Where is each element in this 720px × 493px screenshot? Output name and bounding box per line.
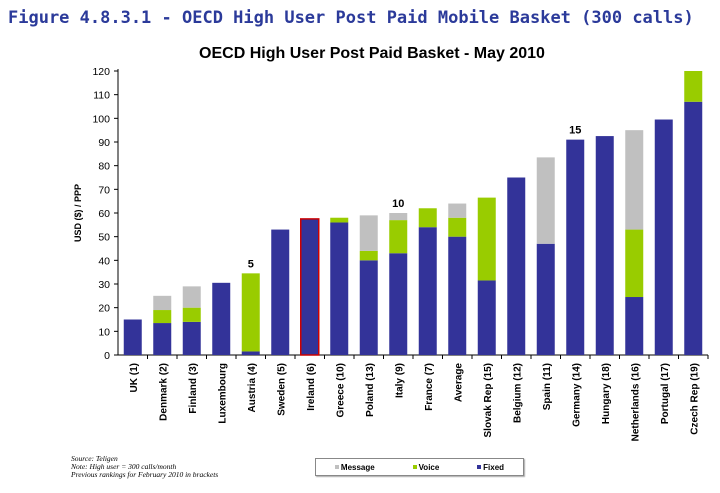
x-tick-label: Sweden (5) (276, 363, 287, 416)
legend-swatch (334, 465, 339, 470)
y-tick-label: 90 (98, 137, 110, 149)
bar-message (536, 157, 555, 244)
bar-voice (448, 217, 467, 237)
high-user-note: Note: High user = 300 calls/month (71, 462, 177, 471)
x-tick-label: Spain (11) (542, 363, 553, 410)
bar-fixed (448, 236, 467, 355)
y-tick-label: 10 (98, 326, 110, 338)
bar-voice (477, 197, 496, 281)
bar-fixed (625, 297, 644, 355)
legend-item-fixed: Fixed (477, 463, 504, 472)
x-tick-label: Denmark (2) (158, 363, 169, 421)
x-tick-label: Ireland (6) (306, 363, 317, 411)
y-tick-label: 80 (98, 161, 110, 173)
y-tick-label: 40 (98, 255, 110, 267)
bar-fixed (654, 119, 673, 356)
rank-annotation: 15 (569, 125, 581, 137)
bar-voice (359, 250, 378, 261)
y-tick-label: 60 (98, 208, 110, 220)
bar-voice (241, 273, 260, 352)
x-tick-label: Average (453, 363, 464, 403)
bar-fixed (507, 177, 526, 355)
source-note: Source: Teligen (71, 454, 118, 463)
bar-fixed (153, 323, 172, 355)
bar-fixed (330, 222, 349, 355)
bar-fixed (536, 243, 555, 355)
bar-fixed (241, 351, 260, 355)
y-tick-label: 110 (93, 90, 110, 102)
bar-message (448, 203, 467, 218)
y-tick-label: 70 (98, 184, 110, 196)
legend-swatch (477, 465, 482, 470)
bar-message (389, 213, 408, 221)
legend-label: Voice (418, 462, 440, 472)
bar-voice (389, 220, 408, 254)
ranking-note: Previous rankings for February 2010 in b… (71, 470, 219, 479)
bar-message (359, 215, 378, 251)
bar-fixed (182, 321, 201, 355)
chart-title: OECD High User Post Paid Basket - May 20… (199, 45, 545, 62)
bar-fixed (684, 101, 703, 356)
bar-fixed (389, 253, 408, 355)
x-tick-label: Finland (3) (188, 363, 199, 414)
y-axis-label: USD ($) / PPP (73, 184, 83, 242)
x-tick-label: Austria (4) (247, 363, 258, 412)
legend-label: Message (340, 462, 375, 472)
x-tick-label: Poland (13) (365, 363, 376, 417)
bar-fixed (477, 280, 496, 355)
y-tick-label: 0 (104, 350, 110, 362)
bar-voice (182, 307, 201, 322)
chart-notes: Source: Teligen Note: High user = 300 ca… (71, 455, 218, 479)
x-tick-label: Slovak Rep (15) (483, 363, 494, 437)
bar-fixed (212, 282, 231, 355)
x-tick-label: Germany (14) (571, 363, 582, 427)
y-tick-label: 100 (92, 113, 110, 125)
bar-message (625, 130, 644, 230)
x-tick-label: Luxembourg (217, 363, 228, 424)
chart-legend: Message Voice Fixed (315, 458, 524, 476)
legend-swatch (412, 465, 417, 470)
y-tick-label: 120 (92, 66, 110, 78)
bar-voice (330, 217, 349, 223)
x-tick-label: Belgium (12) (512, 363, 523, 423)
bar-fixed (595, 136, 614, 355)
rank-annotation: 10 (392, 198, 404, 210)
bar-voice (625, 229, 644, 298)
legend-item-voice: Voice (412, 462, 440, 472)
x-tick-label: Greece (10) (335, 363, 346, 417)
bar-voice (153, 310, 172, 324)
bar-message (182, 286, 201, 308)
bar-voice (418, 208, 437, 228)
legend-item-message: Message (334, 462, 375, 472)
bar-voice (684, 71, 703, 102)
x-tick-label: Czech Rep (19) (689, 363, 700, 435)
x-tick-label: Netherlands (16) (630, 363, 641, 441)
x-tick-label: France (7) (424, 363, 435, 411)
y-tick-label: 30 (98, 279, 110, 291)
bar-fixed (566, 139, 585, 355)
x-tick-label: Portugal (17) (660, 363, 671, 424)
x-tick-label: Hungary (18) (601, 363, 612, 424)
y-tick-label: 50 (98, 232, 110, 244)
bar-fixed (300, 218, 320, 356)
rank-annotation: 5 (248, 258, 254, 270)
bar-fixed (418, 227, 437, 355)
figure-title: Figure 4.8.3.1 - OECD High User Post Pai… (8, 8, 694, 28)
bar-message (153, 295, 172, 311)
bar-fixed (271, 229, 290, 355)
legend-label: Fixed (483, 462, 505, 472)
bar-fixed (123, 319, 142, 355)
x-tick-label: Italy (9) (394, 363, 405, 398)
x-tick-label: UK (1) (129, 363, 140, 392)
bar-fixed (359, 260, 378, 355)
y-tick-label: 20 (98, 303, 110, 315)
